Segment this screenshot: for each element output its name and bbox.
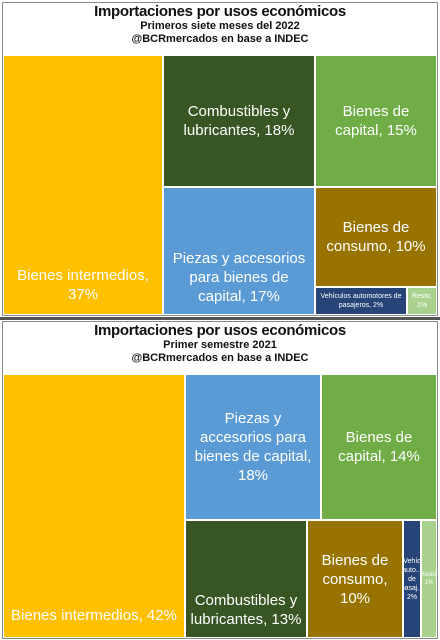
cell-piezas-accesorios: Piezas y accesorios para bienes de capit… xyxy=(163,187,315,315)
treemap-panel-2022: Importaciones por usos económicos Primer… xyxy=(2,2,438,316)
cell-label: Vehículos automotores de pasajeros, 2% xyxy=(320,293,402,309)
cell-bienes-intermedios: Bienes intermedios, 37% xyxy=(3,55,163,315)
cell-label: Bienes intermedios, 37% xyxy=(17,267,149,303)
cell-piezas-accesorios: Piezas y accesorios para bienes de capit… xyxy=(185,374,321,520)
cell-combustibles: Combustibles y lubricantes, 13% xyxy=(185,520,307,638)
treemap-panel-2021: Importaciones por usos económicos Primer… xyxy=(2,321,438,639)
chart-title: Importaciones por usos económicos xyxy=(94,322,346,339)
cell-label: Piezas y accesorios para bienes de capit… xyxy=(194,410,312,484)
panel-divider xyxy=(0,317,440,320)
treemap-area: Bienes intermedios, 37% Combustibles y lu… xyxy=(3,55,437,315)
cell-resto: Resto, 1% xyxy=(421,520,437,638)
cell-resto: Resto, 1% xyxy=(407,287,437,315)
cell-label: Combustibles y lubricantes, 18% xyxy=(183,103,295,139)
chart-source: @BCRmercados en base a INDEC xyxy=(131,352,309,364)
cell-combustibles: Combustibles y lubricantes, 18% xyxy=(163,55,315,187)
cell-label: Resto, 1% xyxy=(411,293,433,309)
cell-bienes-intermedios: Bienes intermedios, 42% xyxy=(3,374,185,638)
cell-vehiculos: Vehíc auto... de pasaj... 2% xyxy=(403,520,421,638)
cell-label: Bienes de capital, 15% xyxy=(335,103,417,139)
cell-label: Bienes de capital, 14% xyxy=(338,429,420,465)
cell-label: Combustibles y lubricantes, 13% xyxy=(190,592,302,628)
cell-bienes-consumo: Bienes de consumo, 10% xyxy=(307,520,403,638)
cell-bienes-capital: Bienes de capital, 15% xyxy=(315,55,437,187)
cell-label: Resto, 1% xyxy=(421,572,437,586)
cell-bienes-consumo: Bienes de consumo, 10% xyxy=(315,187,437,287)
chart-source: @BCRmercados en base a INDEC xyxy=(131,33,309,45)
chart-subtitle: Primeros siete meses del 2022 xyxy=(140,20,300,32)
cell-label: Piezas y accesorios para bienes de capit… xyxy=(172,250,306,305)
chart-title: Importaciones por usos económicos xyxy=(94,3,346,20)
chart-header: Importaciones por usos económicos Primer… xyxy=(3,3,437,46)
cell-label: Bienes de consumo, 10% xyxy=(326,219,426,255)
chart-subtitle: Primer semestre 2021 xyxy=(163,339,277,351)
cell-bienes-capital: Bienes de capital, 14% xyxy=(321,374,437,520)
cell-label: Bienes intermedios, 42% xyxy=(11,607,177,624)
treemap-area: Bienes intermedios, 42% Piezas y accesori… xyxy=(3,374,437,638)
cell-label: Bienes de consumo, 10% xyxy=(321,551,389,607)
cell-vehiculos: Vehículos automotores de pasajeros, 2% xyxy=(315,287,407,315)
chart-header: Importaciones por usos económicos Primer… xyxy=(3,322,437,365)
cell-label: Vehíc auto... de pasaj... 2% xyxy=(403,557,421,601)
